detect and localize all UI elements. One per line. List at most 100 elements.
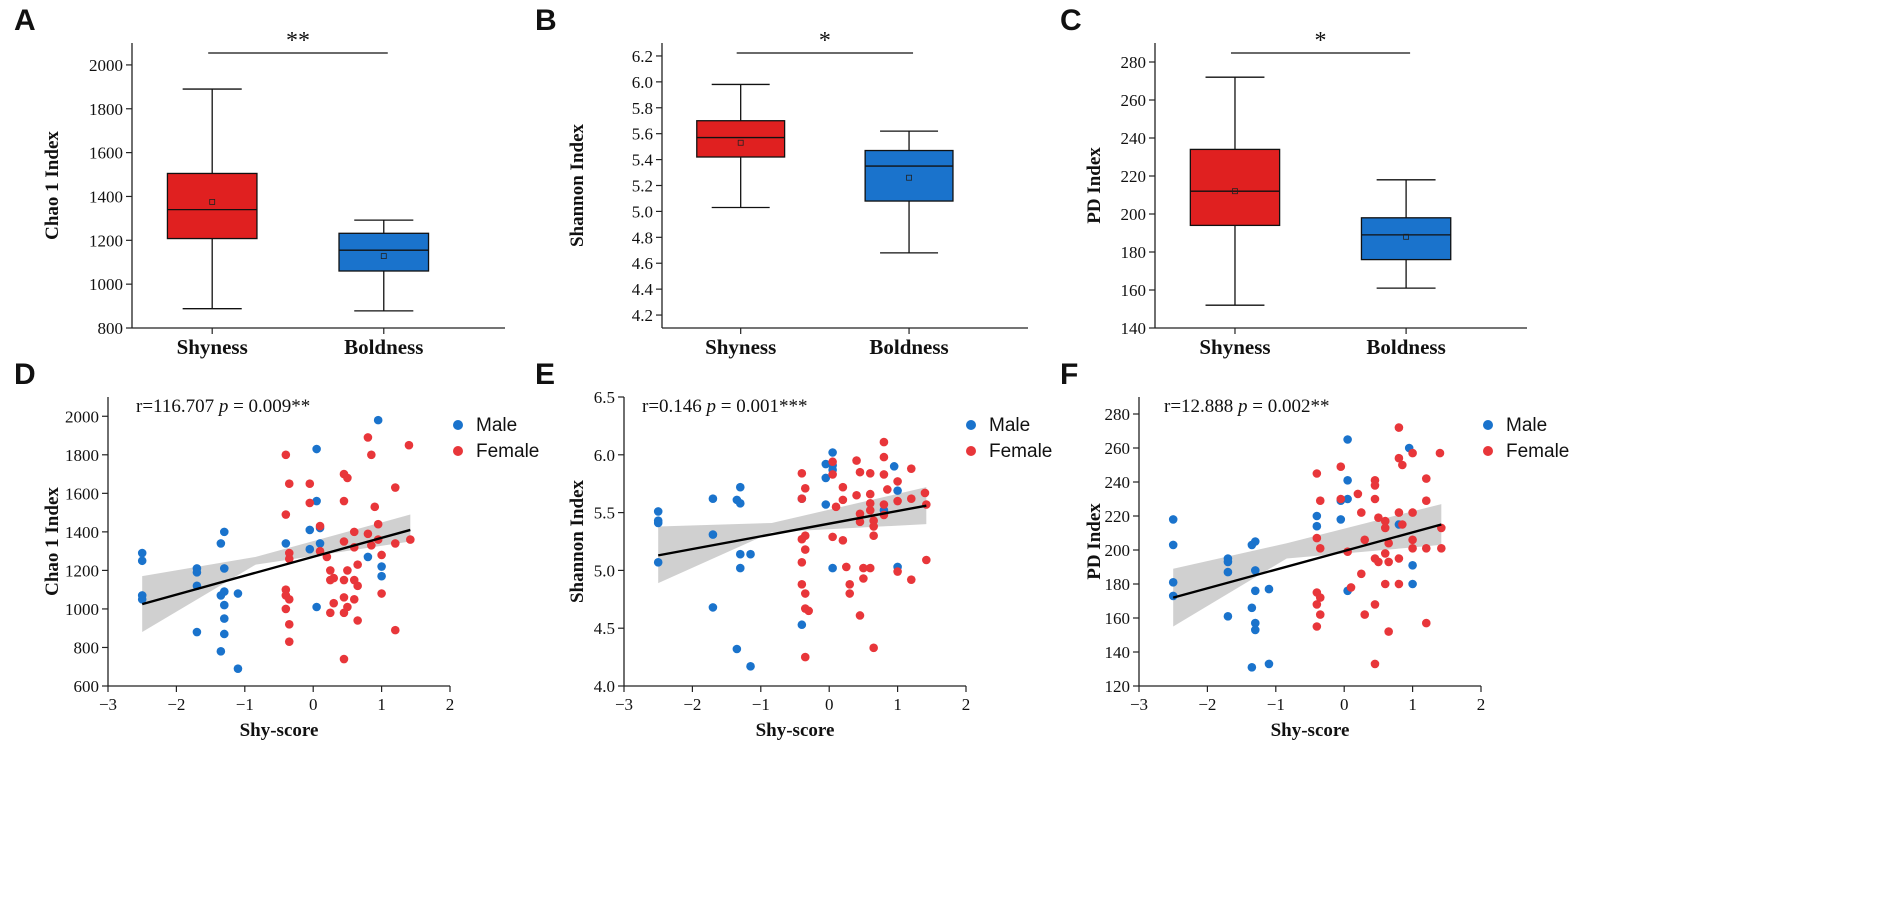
y-tick-label: 180 xyxy=(1121,243,1147,262)
point-female xyxy=(1408,535,1417,545)
point-female xyxy=(1360,535,1370,545)
point-male xyxy=(1223,567,1233,577)
point-female xyxy=(893,477,902,486)
point-female xyxy=(859,574,868,583)
y-tick-label: 280 xyxy=(1121,53,1147,72)
point-female xyxy=(879,500,889,509)
point-female xyxy=(326,608,335,618)
category-label: Shyness xyxy=(1199,335,1270,359)
x-tick-label: −3 xyxy=(99,695,117,714)
y-tick-label: 5.4 xyxy=(632,151,654,170)
y-tick-label: 140 xyxy=(1121,319,1147,338)
legend-label: Male xyxy=(1506,415,1547,436)
point-female xyxy=(339,537,349,546)
point-male xyxy=(1343,494,1352,504)
x-tick-label: 0 xyxy=(1340,695,1349,714)
point-female xyxy=(281,604,291,614)
y-tick-label: 6.5 xyxy=(594,388,615,407)
point-female xyxy=(852,490,861,500)
point-male xyxy=(653,507,663,516)
point-male xyxy=(305,525,315,535)
point-female xyxy=(893,496,902,506)
point-female xyxy=(349,595,359,604)
point-female xyxy=(1357,508,1366,517)
y-tick-label: 5.6 xyxy=(632,125,653,144)
point-female xyxy=(838,495,848,505)
point-male xyxy=(1312,511,1322,521)
legend: Male Female xyxy=(966,415,1052,462)
mean-marker xyxy=(737,139,744,146)
point-male xyxy=(1408,579,1417,589)
x-tick-label: 1 xyxy=(377,695,386,714)
point-male xyxy=(821,459,831,469)
point-female xyxy=(353,581,362,591)
point-female xyxy=(831,502,841,512)
point-female xyxy=(390,483,400,492)
mean-marker xyxy=(906,174,912,181)
point-male xyxy=(653,558,663,567)
y-tick-label: 1000 xyxy=(89,275,123,294)
panel-a: A 800 1000 1200 1400 1600 1800 2000 Chao 1 Index… xyxy=(14,4,505,359)
point-male xyxy=(1312,521,1322,531)
point-female xyxy=(828,532,837,542)
legend-marker xyxy=(966,446,976,456)
point-female xyxy=(390,625,400,635)
point-female xyxy=(1315,544,1325,553)
y-tick-label: 200 xyxy=(1121,205,1147,224)
y-tick-label: 220 xyxy=(1105,507,1131,526)
point-female xyxy=(1421,496,1431,506)
x-tick-label: 2 xyxy=(1477,695,1486,714)
point-female xyxy=(1408,448,1417,458)
point-female xyxy=(828,457,837,467)
point-female xyxy=(879,437,889,447)
point-male xyxy=(708,603,718,612)
point-female xyxy=(1312,533,1322,543)
point-female xyxy=(869,531,878,541)
point-female xyxy=(1360,610,1370,619)
point-female xyxy=(1370,481,1380,490)
legend: Male Female xyxy=(1483,415,1569,462)
point-female xyxy=(1312,600,1322,609)
point-male xyxy=(192,627,202,637)
point-female xyxy=(797,534,807,544)
point-female xyxy=(363,433,373,442)
y-axis-label: Chao 1 Index xyxy=(42,487,63,596)
y-tick-label: 260 xyxy=(1105,439,1131,458)
stat-r: r=0.146 xyxy=(642,396,707,417)
stat-p-label: p xyxy=(705,396,717,417)
legend-marker xyxy=(453,446,463,456)
box-iqr xyxy=(1360,217,1452,261)
point-female xyxy=(377,589,386,598)
point-male xyxy=(216,539,226,548)
x-tick-label: 2 xyxy=(962,695,971,714)
point-female xyxy=(859,563,868,573)
point-female xyxy=(922,555,931,565)
point-female xyxy=(305,479,315,489)
point-female xyxy=(800,652,810,662)
y-tick-label: 220 xyxy=(1121,167,1147,186)
point-female xyxy=(845,589,855,598)
point-female xyxy=(406,535,415,544)
point-female xyxy=(842,562,851,572)
point-female xyxy=(865,468,875,478)
point-female xyxy=(339,654,349,664)
y-axis-label: PD Index xyxy=(1084,147,1105,224)
point-female xyxy=(305,498,315,508)
regression-line xyxy=(657,504,927,557)
point-female xyxy=(869,522,878,531)
point-female xyxy=(1357,569,1366,579)
point-female xyxy=(281,510,291,519)
y-tick-label: 140 xyxy=(1105,643,1131,662)
stats-annotation: r=0.146 p = 0.001*** xyxy=(642,396,808,417)
confidence-band xyxy=(1173,504,1442,627)
y-axis-label: Chao 1 Index xyxy=(42,131,63,240)
point-female xyxy=(373,519,383,529)
y-tick-label: 1000 xyxy=(65,600,99,619)
point-male xyxy=(312,602,321,612)
stat-r: r=116.707 xyxy=(136,396,219,417)
point-male xyxy=(1223,557,1233,567)
point-male xyxy=(708,530,718,539)
stat-p-label: p xyxy=(1236,396,1248,417)
